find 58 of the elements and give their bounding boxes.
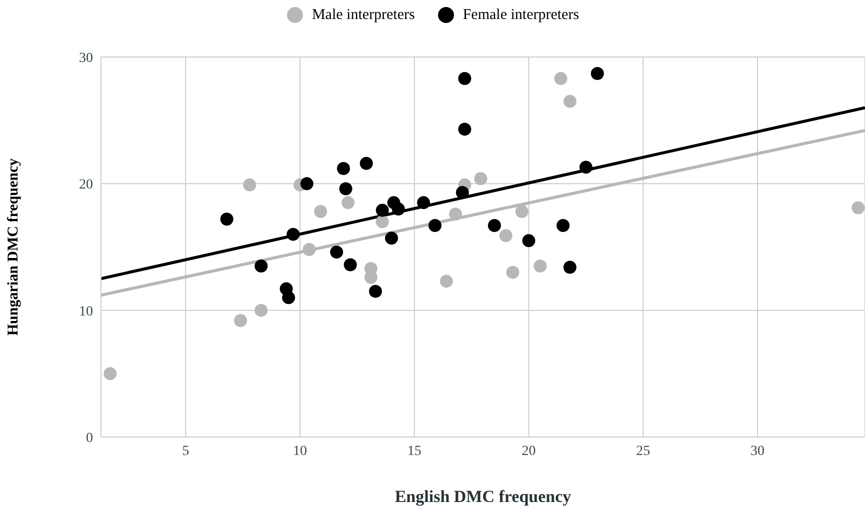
point [554,72,568,86]
point [342,196,355,210]
x-tick-label: 10 [293,444,308,459]
y-tick-label: 10 [79,304,93,320]
legend-label: Male interpreters [312,6,415,24]
point [364,270,378,284]
point [579,160,592,174]
y-axis-title: Hungarian DMC frequency [5,158,22,336]
point [392,202,405,216]
point [522,234,536,248]
point [499,229,512,242]
x-tick-label: 5 [182,444,190,459]
point [104,367,117,380]
x-tick-label: 30 [750,444,764,459]
point [339,182,352,196]
x-axis-title: English DMC frequency [394,487,572,506]
point [330,246,344,259]
point [563,260,576,274]
point [506,266,520,279]
point [302,243,316,256]
point [428,218,442,232]
point [449,208,462,221]
point [385,232,398,245]
y-tick-label: 0 [86,430,93,446]
point [456,186,469,200]
point [254,260,268,272]
y-tick-label: 20 [79,178,93,193]
point [440,274,453,288]
point [534,260,547,272]
point [336,162,350,175]
y-tick-label: 30 [79,50,93,66]
point [314,205,328,218]
point [243,178,256,192]
point [282,291,296,304]
point [417,196,430,210]
point [344,258,357,272]
point [458,72,472,86]
point [220,212,234,226]
point [360,156,373,170]
point [852,201,865,214]
point [515,205,528,218]
point [556,218,570,232]
point [376,204,389,217]
x-tick-label: 15 [407,444,422,459]
point [234,314,248,327]
x-tick-label: 25 [636,444,650,459]
point [488,218,501,232]
x-tick-label: 20 [522,444,536,459]
point [368,284,382,298]
point [590,66,604,80]
legend-label: Female interpreters [462,6,580,24]
point [563,94,576,108]
point [254,304,268,317]
point [376,215,389,228]
point [300,177,314,190]
point [286,228,300,241]
point [458,122,472,136]
point [474,172,488,186]
